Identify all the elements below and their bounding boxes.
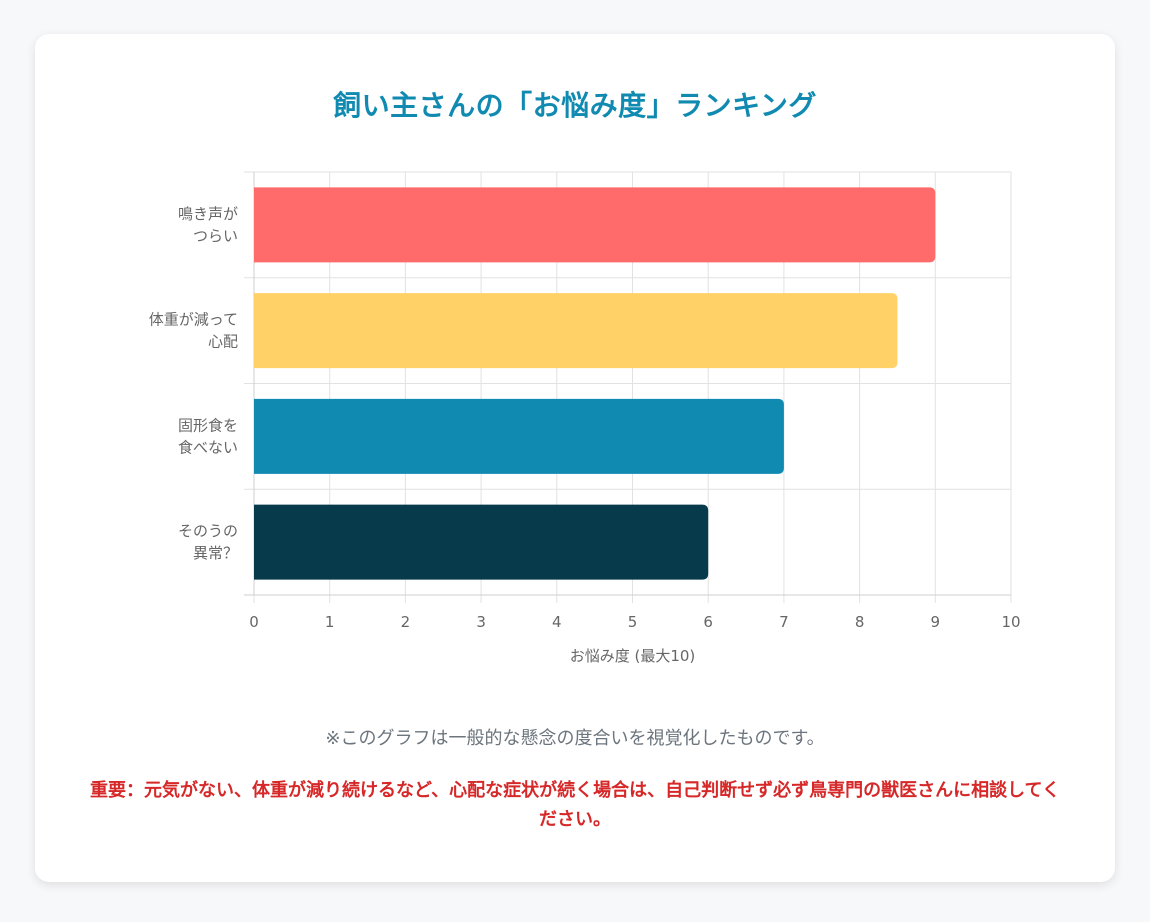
x-tick-label: 8 [855,613,865,631]
x-tick-label: 2 [401,613,411,631]
y-tick-label: 食べない [178,438,238,456]
x-axis-title: お悩み度 (最大10) [570,647,696,665]
chart-card: 飼い主さんの「お悩み度」ランキング 鳴き声がつらい体重が減って心配固形食を食べな… [35,34,1115,882]
y-tick-label: つらい [193,227,238,245]
y-tick-label: 固形食を [178,416,238,434]
bar [254,504,709,580]
bar [254,187,936,263]
x-tick-label: 7 [779,613,789,631]
x-tick-label: 0 [249,613,259,631]
x-tick-label: 5 [628,613,638,631]
y-tick-label: 異常？ [193,544,238,562]
x-tick-label: 1 [325,613,335,631]
vet-warning: 重要：元気がない、体重が減り続けるなど、心配な症状が続く場合は、自己判断せず必ず… [89,780,1060,830]
bar [254,398,784,474]
x-tick-label: 9 [931,613,941,631]
chart-note: ※このグラフは一般的な懸念の度合いを視覚化したものです。 [325,728,825,749]
x-tick-label: 3 [476,613,486,631]
y-tick-label: 鳴き声が [178,205,238,223]
y-tick-label: 心配 [208,333,238,351]
y-tick-label: 体重が減って [149,311,238,329]
x-tick-label: 4 [552,613,562,631]
x-tick-label: 6 [703,613,713,631]
bar [254,293,898,369]
y-tick-label: そのうの [178,522,238,540]
x-tick-label: 10 [1001,613,1020,631]
chart-title: 飼い主さんの「お悩み度」ランキング [333,89,817,122]
